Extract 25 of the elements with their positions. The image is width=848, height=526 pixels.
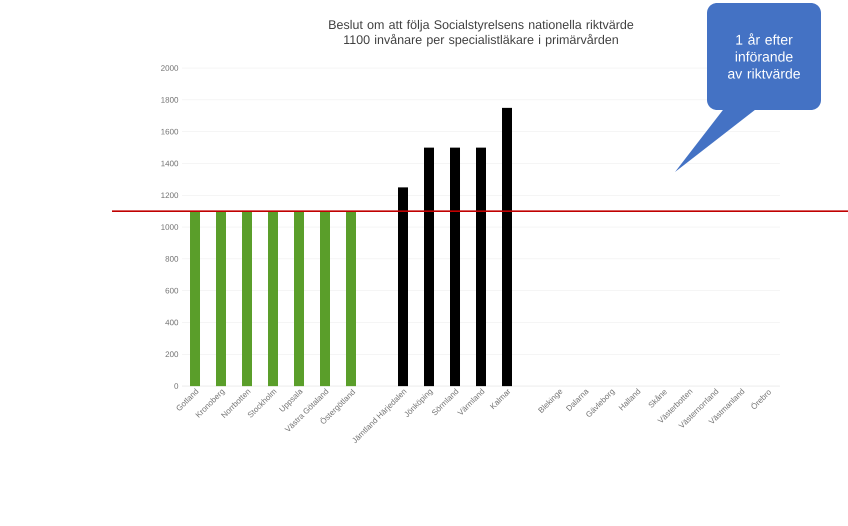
y-tick-label: 1800: [161, 97, 178, 103]
bar: [424, 148, 434, 386]
y-tick-label: 1200: [161, 192, 178, 198]
bar: [502, 108, 512, 386]
bar: [476, 148, 486, 386]
y-tick-label: 1600: [161, 128, 178, 134]
bar: [294, 211, 304, 386]
y-tick-label: 600: [166, 288, 178, 294]
annotation: 1 år efter införande av riktvärde: [728, 33, 800, 79]
y-tick-label: 400: [165, 320, 178, 326]
y-tick-label: 1000: [161, 224, 178, 230]
bar: [346, 211, 356, 386]
bar: [190, 211, 200, 386]
bar: [398, 187, 408, 386]
y-tick-label: 0: [174, 383, 178, 389]
y-tick-label: 800: [165, 256, 178, 262]
y-tick-label: 1400: [161, 160, 178, 166]
bar: [450, 148, 460, 386]
chart-title: Beslut om att följa Socialstyrelsens nationella riktvärde 1100 invånare per specialistläkare i primärvården: [329, 20, 634, 47]
bar: [268, 211, 278, 386]
bar: [216, 211, 226, 386]
bar: [242, 211, 252, 386]
y-tick-label: 200: [166, 351, 178, 358]
bar: [320, 211, 330, 386]
y-tick-label: 2000: [161, 65, 178, 71]
